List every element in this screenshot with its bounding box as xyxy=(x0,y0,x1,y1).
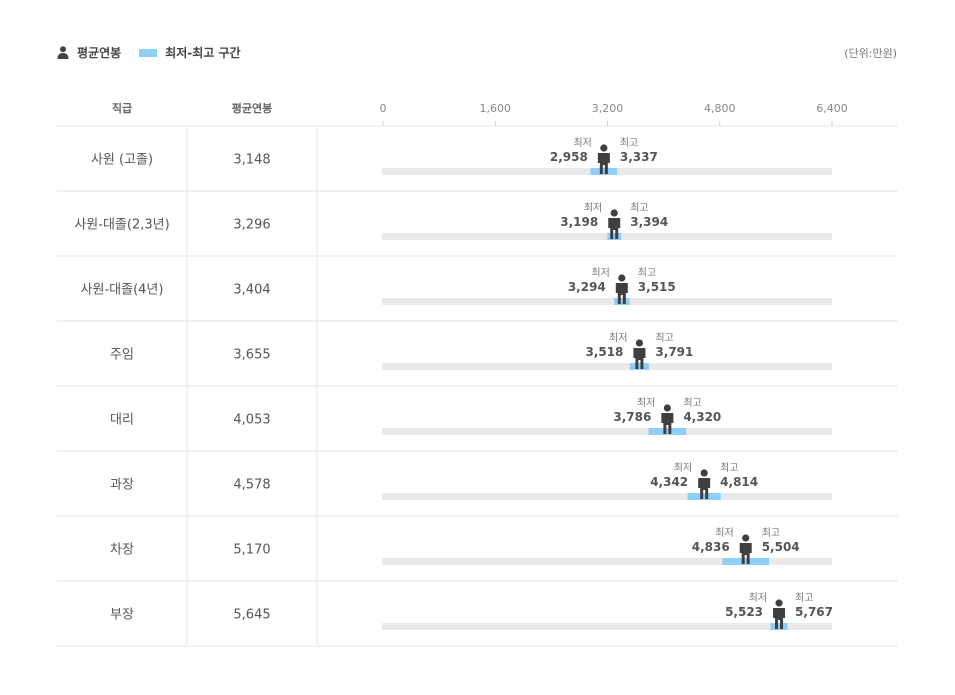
max-value-label: 3,337 xyxy=(620,150,658,164)
range-track xyxy=(382,233,832,240)
max-value-label: 4,814 xyxy=(720,475,758,489)
min-value-label: 3,294 xyxy=(568,280,606,294)
max-caption: 최고 xyxy=(638,267,656,279)
legend-item-average: 평균연봉 xyxy=(57,44,121,61)
min-value-label: 4,342 xyxy=(650,475,688,489)
average-salary-value: 5,170 xyxy=(233,543,270,558)
min-caption: 최저 xyxy=(637,397,655,409)
average-salary-value: 3,404 xyxy=(233,283,270,298)
x-tick-label: 1,600 xyxy=(480,102,512,115)
min-value-label: 5,523 xyxy=(725,605,763,619)
average-salary-value: 3,655 xyxy=(233,348,270,363)
average-person-marker xyxy=(698,469,711,499)
max-value-label: 5,504 xyxy=(762,540,800,554)
average-salary-value: 3,148 xyxy=(233,153,270,168)
average-salary-value: 4,578 xyxy=(233,478,270,493)
legend-range-label: 최저-최고 구간 xyxy=(165,46,241,60)
max-value-label: 3,515 xyxy=(638,280,676,294)
range-track xyxy=(382,623,832,630)
average-person-marker xyxy=(615,274,628,304)
min-caption: 최저 xyxy=(715,527,733,539)
grade-label: 부장 xyxy=(110,608,134,623)
max-caption: 최고 xyxy=(795,592,813,604)
range-bar xyxy=(770,623,788,630)
x-tick-label: 0 xyxy=(380,102,387,115)
max-caption: 최고 xyxy=(762,527,780,539)
column-header-grade: 직급 xyxy=(112,101,132,115)
max-caption: 최고 xyxy=(630,202,648,214)
min-value-label: 3,786 xyxy=(613,410,651,424)
range-track xyxy=(382,558,832,565)
min-caption: 최저 xyxy=(591,267,609,279)
grade-label: 사원 (고졸) xyxy=(91,153,153,168)
max-caption: 최고 xyxy=(620,137,638,149)
grade-label: 사원-대졸(4년) xyxy=(81,283,164,298)
max-caption: 최고 xyxy=(655,332,673,344)
unit-label: (단위:만원) xyxy=(844,47,897,60)
range-track xyxy=(382,363,832,370)
min-value-label: 3,518 xyxy=(585,345,623,359)
range-swatch xyxy=(139,48,158,57)
range-bar xyxy=(607,233,622,240)
average-person-marker xyxy=(633,339,646,369)
average-person-marker xyxy=(739,534,752,564)
grade-label: 주임 xyxy=(110,348,134,363)
min-caption: 최저 xyxy=(609,332,627,344)
legend: 평균연봉 최저-최고 구간 xyxy=(57,44,259,61)
range-bar xyxy=(687,493,721,500)
average-salary-value: 5,645 xyxy=(233,608,270,623)
column-header-average: 평균연봉 xyxy=(232,101,272,115)
range-bar xyxy=(648,428,687,435)
min-value-label: 2,958 xyxy=(550,150,588,164)
min-caption: 최저 xyxy=(674,462,692,474)
x-tick-label: 4,800 xyxy=(704,102,736,115)
average-person-marker xyxy=(661,404,674,434)
average-person-marker xyxy=(773,599,786,629)
range-bar xyxy=(614,298,630,305)
person-icon xyxy=(57,46,69,59)
x-tick-label: 6,400 xyxy=(816,102,848,115)
range-bar xyxy=(590,168,618,175)
average-person-marker xyxy=(597,144,610,174)
legend-item-range: 최저-최고 구간 xyxy=(139,44,241,61)
max-value-label: 5,767 xyxy=(795,605,833,619)
average-salary-value: 3,296 xyxy=(233,218,270,233)
max-value-label: 3,394 xyxy=(630,215,668,229)
legend-average-label: 평균연봉 xyxy=(77,46,122,60)
grade-label: 차장 xyxy=(110,543,134,558)
range-bar xyxy=(629,363,649,370)
min-caption: 최저 xyxy=(749,592,767,604)
range-bar xyxy=(722,558,770,565)
x-tick-label: 3,200 xyxy=(592,102,624,115)
max-value-label: 3,791 xyxy=(655,345,693,359)
range-track xyxy=(382,298,832,305)
average-person-marker xyxy=(608,209,621,239)
grade-label: 과장 xyxy=(110,478,134,493)
average-salary-value: 4,053 xyxy=(233,413,270,428)
min-caption: 최저 xyxy=(584,202,602,214)
max-caption: 최고 xyxy=(683,397,701,409)
range-track xyxy=(382,428,832,435)
grade-label: 대리 xyxy=(110,413,134,428)
grade-label: 사원-대졸(2,3년) xyxy=(74,218,169,233)
min-value-label: 3,198 xyxy=(560,215,598,229)
min-caption: 최저 xyxy=(573,137,591,149)
range-track xyxy=(382,493,832,500)
max-caption: 최고 xyxy=(720,462,738,474)
max-value-label: 4,320 xyxy=(683,410,721,424)
min-value-label: 4,836 xyxy=(692,540,730,554)
